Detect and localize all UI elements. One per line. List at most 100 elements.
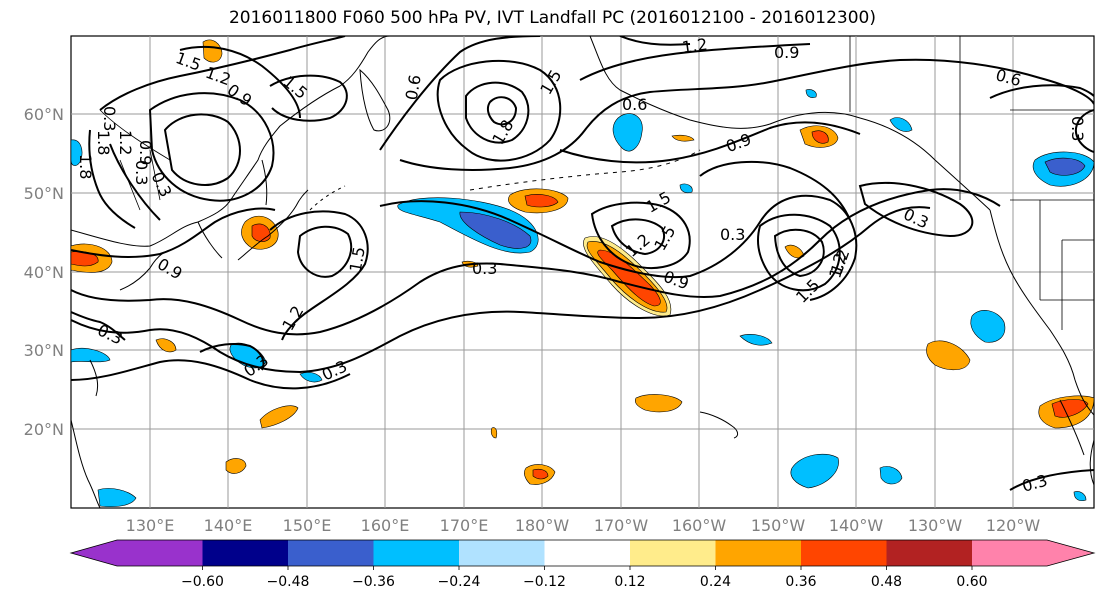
contour-line <box>590 201 691 269</box>
contour-line <box>610 218 665 256</box>
blob-negative <box>739 334 773 346</box>
colorbar-tick-label: 0.48 <box>871 574 902 590</box>
contour-line <box>579 43 811 81</box>
blob-negative <box>679 183 693 194</box>
coast-philippines <box>71 419 101 508</box>
colorbar-extend-right <box>1047 540 1094 566</box>
blob-negative <box>805 89 817 98</box>
lon-tick-label: 180°W <box>515 516 570 535</box>
lat-tick-label: 60°N <box>24 105 64 124</box>
coast-aleutians <box>469 149 701 191</box>
lat-tick-label: 40°N <box>24 263 64 282</box>
blob-positive <box>225 458 247 474</box>
blob-positive-core <box>597 249 661 307</box>
contour-line <box>486 96 518 126</box>
colorbar-bin <box>715 540 801 566</box>
contour-line <box>148 92 275 202</box>
contour-label: 1.8 <box>76 154 95 179</box>
lon-tick-label: 170°W <box>594 516 649 535</box>
colorbar-tick-label: −0.60 <box>181 574 224 590</box>
borders <box>99 36 1094 330</box>
coast-na-west <box>989 209 1094 416</box>
contour-label: 0.3 <box>720 225 745 244</box>
contour-line <box>436 59 562 162</box>
contour-line <box>379 194 858 301</box>
lon-axis: 130°E 140°E 150°E 160°E 170°E 180°W 170°… <box>126 516 1041 535</box>
colorbar-tick-label: 0.24 <box>700 574 731 590</box>
contour-line <box>1075 109 1094 153</box>
colorbar-bin <box>972 540 1047 566</box>
contour-label: 0.9 <box>136 140 155 165</box>
blob-negative <box>71 139 83 166</box>
colorbar-outline <box>69 539 1096 567</box>
lon-tick-label: 140°E <box>204 516 253 535</box>
colorbar-extend-left <box>71 540 117 566</box>
blob-positive <box>926 340 971 370</box>
shaded-blobs <box>71 39 1094 508</box>
contour-line <box>757 213 841 292</box>
colorbar-tick-label: −0.36 <box>352 574 395 590</box>
contour-label: 0.3 <box>472 259 497 278</box>
colorbar-bin <box>886 540 972 566</box>
contour-line <box>296 225 353 278</box>
blob-positive-core <box>811 130 829 144</box>
contour-label: 1.8 <box>94 130 113 155</box>
lon-tick-label: 150°W <box>751 516 806 535</box>
contour-line <box>1009 469 1094 491</box>
contour-line <box>71 311 126 341</box>
blob-negative <box>299 372 323 383</box>
contour-line <box>71 206 931 374</box>
blob-positive-core <box>524 194 559 208</box>
contour-label: 0.3 <box>1068 116 1087 141</box>
lon-tick-label: 130°W <box>908 516 963 535</box>
coast-hawaii <box>699 411 739 439</box>
blob-negative <box>790 453 839 489</box>
colorbar-bin <box>373 540 459 566</box>
contour-line <box>99 36 346 111</box>
contour-line <box>71 207 276 258</box>
colorbar-bin <box>202 540 288 566</box>
blob-positive-core <box>1051 399 1089 418</box>
lat-axis: 60°N 50°N 40°N 30°N 20°N <box>24 105 64 439</box>
contour-line <box>858 181 974 238</box>
colorbar-bin <box>117 540 203 566</box>
blob-negative <box>970 310 1006 343</box>
contour-line <box>989 84 1094 99</box>
blob-negative <box>612 113 643 152</box>
lat-tick-label: 30°N <box>24 341 64 360</box>
contour-line <box>199 343 265 371</box>
blob-negative <box>879 466 903 485</box>
coast-asia <box>71 36 391 247</box>
lon-tick-label: 150°E <box>283 516 332 535</box>
coast-alaska <box>589 36 991 211</box>
contour-line <box>71 359 351 390</box>
blob-positive <box>155 338 177 353</box>
colorbar-bin <box>459 540 545 566</box>
contour-label: 1.5 <box>346 245 369 273</box>
contour-line <box>71 188 1001 336</box>
contour-line <box>619 36 691 46</box>
colorbar-tick-label: 0.36 <box>785 574 816 590</box>
coast-sakhalin <box>261 159 268 206</box>
coastlines <box>71 36 1094 508</box>
contour-line <box>163 113 241 186</box>
coast-kurils <box>309 185 346 211</box>
contour-label: 0.3 <box>132 160 151 185</box>
contour-line <box>559 121 861 164</box>
contour-label: 0.3 <box>100 106 119 131</box>
contour-label: 0.6 <box>622 95 647 114</box>
lon-tick-label: 160°W <box>672 516 727 535</box>
colorbar-bin <box>801 540 887 566</box>
contour-line <box>699 160 851 221</box>
coast-baja <box>1059 399 1085 456</box>
lon-tick-label: 140°W <box>829 516 884 535</box>
blob-negative <box>1073 491 1087 502</box>
contour-line <box>269 74 348 122</box>
blob-negative <box>889 117 913 132</box>
colorbar-tick-label: 0.12 <box>614 574 645 590</box>
blob-negative-core <box>459 211 532 249</box>
blob-positive <box>634 394 683 413</box>
pv-contours <box>71 36 1094 491</box>
blob-negative <box>97 488 137 508</box>
